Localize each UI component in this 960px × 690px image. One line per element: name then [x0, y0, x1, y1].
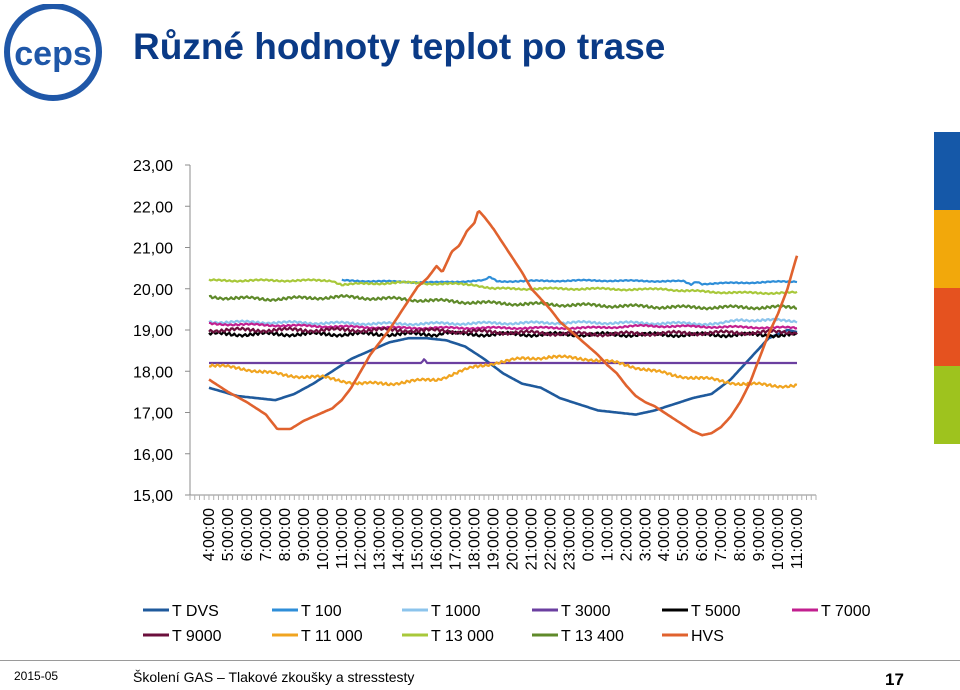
x-tick-label: 11:00:00 — [789, 508, 806, 569]
series-line-t-100 — [341, 275, 798, 286]
x-tick-label: 10:00:00 — [315, 508, 332, 570]
legend-label: T 1000 — [431, 603, 481, 620]
x-tick-labels: 4:00:00 5:00:00 6:00:00 7:00:00 8:00:00 9:00:… — [201, 508, 806, 570]
x-tick-label: 8:00:00 — [277, 508, 294, 561]
legend-label: T 13 000 — [431, 628, 494, 645]
y-tick-label: 16,00 — [133, 447, 173, 464]
legend-label: T 3000 — [561, 603, 611, 620]
chart-axes — [185, 164, 817, 500]
x-tick-label: 21:00:00 — [523, 508, 540, 570]
series-line-t-13-000 — [208, 278, 798, 296]
y-tick-label: 15,00 — [133, 488, 173, 505]
y-tick-label: 19,00 — [133, 323, 173, 340]
chart-legend: T DVS T 100 T 1000 T 3000 T 5000 T 7000 T 9000… — [143, 603, 871, 645]
x-tick-label: 14:00:00 — [391, 508, 408, 570]
x-tick-label: 7:00:00 — [258, 508, 275, 561]
ceps-logo: ceps — [4, 4, 102, 101]
x-tick-label: 6:00:00 — [694, 508, 711, 561]
x-tick-label: 9:00:00 — [296, 508, 313, 561]
logo-text: ceps — [14, 35, 92, 73]
x-tick-label: 12:00:00 — [353, 508, 370, 570]
x-tick-label: 15:00:00 — [410, 508, 427, 570]
y-tick-label: 21,00 — [133, 241, 173, 258]
x-tick-label: 1:00:00 — [599, 508, 616, 561]
series-line-t-1000 — [208, 317, 798, 327]
chart-lines — [208, 210, 799, 437]
color-bar-yellow — [934, 210, 960, 288]
color-bar-blue — [934, 132, 960, 210]
x-tick-label: 18:00:00 — [467, 508, 484, 570]
x-tick-label: 13:00:00 — [372, 508, 389, 570]
legend-label: T 13 400 — [561, 628, 624, 645]
legend-label: T 11 000 — [301, 628, 363, 645]
x-tick-label: 19:00:00 — [486, 508, 503, 570]
color-bar-green — [934, 366, 960, 444]
footer-course-name: Školení GAS – Tlakové zkoušky a stresste… — [133, 669, 415, 685]
series-line-t-9000 — [208, 326, 798, 338]
series-line-t-13-400 — [208, 294, 798, 311]
x-tick-label: 17:00:00 — [448, 508, 465, 570]
y-tick-label: 23,00 — [133, 158, 173, 175]
x-tick-label: 16:00:00 — [429, 508, 446, 570]
x-tick-label: 20:00:00 — [504, 508, 521, 570]
x-tick-label: 2:00:00 — [618, 508, 635, 561]
y-tick-label: 22,00 — [133, 199, 173, 216]
x-tick-label: 7:00:00 — [713, 508, 730, 561]
series-line-t-dvs — [208, 328, 798, 416]
footer-date: 2015-05 — [14, 669, 59, 683]
x-tick-label: 23:00:00 — [561, 508, 578, 570]
series-line-t-7000 — [208, 321, 798, 331]
y-tick-label: 18,00 — [133, 364, 173, 381]
page-number: 17 — [885, 670, 904, 689]
legend-label: HVS — [691, 628, 724, 645]
y-tick-labels: 15,00 16,00 17,00 18,00 19,00 20,00 21,00 22,00… — [133, 158, 173, 505]
color-bar — [934, 132, 960, 444]
legend-label: T 100 — [301, 603, 342, 620]
x-tick-label: 4:00:00 — [656, 508, 673, 561]
x-tick-label: 10:00:00 — [770, 508, 787, 570]
legend-label: T 7000 — [821, 603, 871, 620]
series-line-hvs — [208, 210, 799, 437]
x-tick-label: 22:00:00 — [542, 508, 559, 570]
legend-label: T DVS — [172, 603, 219, 620]
color-bar-orange — [934, 288, 960, 366]
x-tick-label: 0:00:00 — [580, 508, 597, 561]
x-tick-label: 3:00:00 — [637, 508, 654, 561]
x-tick-label: 11:00:00 — [334, 508, 351, 569]
footer-divider — [0, 660, 960, 661]
x-tick-label: 5:00:00 — [675, 508, 692, 561]
legend-label: T 5000 — [691, 603, 741, 620]
page-title: Různé hodnoty teplot po trase — [133, 26, 666, 67]
x-tick-label: 4:00:00 — [201, 508, 218, 561]
x-tick-label: 9:00:00 — [751, 508, 768, 561]
x-tick-label: 8:00:00 — [732, 508, 749, 561]
x-tick-label: 5:00:00 — [220, 508, 237, 561]
temperature-chart: 15,00 16,00 17,00 18,00 19,00 20,00 21,00 22,00… — [133, 158, 871, 645]
x-tick-label: 6:00:00 — [239, 508, 256, 561]
series-line-t-11-000 — [208, 354, 798, 389]
y-tick-label: 20,00 — [133, 282, 173, 299]
legend-label: T 9000 — [172, 628, 222, 645]
y-tick-label: 17,00 — [133, 406, 173, 423]
